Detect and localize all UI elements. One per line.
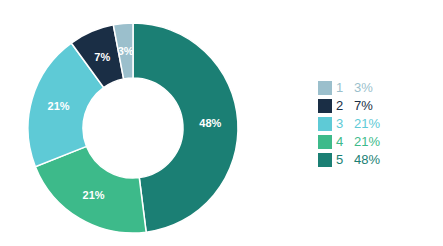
svg-text:7%: 7% bbox=[94, 51, 110, 63]
svg-text:21%: 21% bbox=[48, 100, 70, 112]
html-text:2 7%: 2 7% bbox=[335, 98, 373, 113]
html-text:5 48%: 5 48% bbox=[335, 152, 380, 167]
html-text:3 21%: 3 21% bbox=[335, 116, 380, 131]
html-text:4 21%: 4 21% bbox=[335, 134, 380, 149]
html-text:1 3%: 1 3% bbox=[335, 80, 373, 95]
svg-text:3%: 3% bbox=[118, 45, 134, 57]
svg-text:21%: 21% bbox=[83, 189, 105, 201]
svg-text:48%: 48% bbox=[199, 117, 221, 129]
